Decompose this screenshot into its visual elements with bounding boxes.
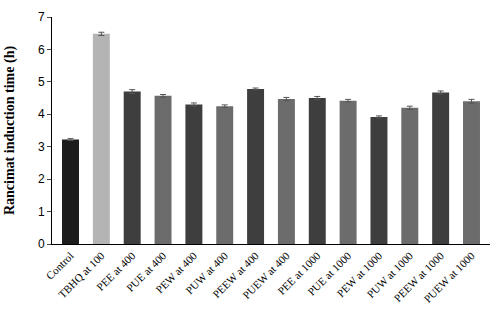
svg-text:PEEW at 1000: PEEW at 1000 <box>391 249 446 304</box>
svg-text:PUW at 1000: PUW at 1000 <box>364 249 415 300</box>
svg-text:TBHQ at 100: TBHQ at 100 <box>56 249 107 300</box>
svg-text:PEE at 400: PEE at 400 <box>94 249 138 293</box>
svg-text:4: 4 <box>38 107 45 121</box>
svg-text:PUE at 400: PUE at 400 <box>124 249 169 294</box>
svg-text:PUE at 1000: PUE at 1000 <box>305 249 354 298</box>
svg-text:1: 1 <box>38 205 45 219</box>
svg-text:5: 5 <box>38 75 45 89</box>
svg-text:0: 0 <box>38 237 45 251</box>
svg-text:PUEW at 400: PUEW at 400 <box>240 249 292 301</box>
svg-text:Rancimat induction time (h): Rancimat induction time (h) <box>2 46 18 216</box>
svg-text:3: 3 <box>38 140 45 154</box>
svg-text:PEEW at 400: PEEW at 400 <box>210 249 261 300</box>
svg-text:PEW at 1000: PEW at 1000 <box>334 249 384 299</box>
svg-text:Control: Control <box>44 250 76 282</box>
svg-text:PEE at 1000: PEE at 1000 <box>275 249 323 297</box>
svg-text:PUW at 400: PUW at 400 <box>183 249 230 296</box>
svg-text:6: 6 <box>38 43 45 57</box>
svg-text:PUEW at 1000: PUEW at 1000 <box>421 249 477 305</box>
svg-text:PEW at 400: PEW at 400 <box>153 249 199 295</box>
svg-text:7: 7 <box>38 10 45 24</box>
svg-text:2: 2 <box>38 172 45 186</box>
